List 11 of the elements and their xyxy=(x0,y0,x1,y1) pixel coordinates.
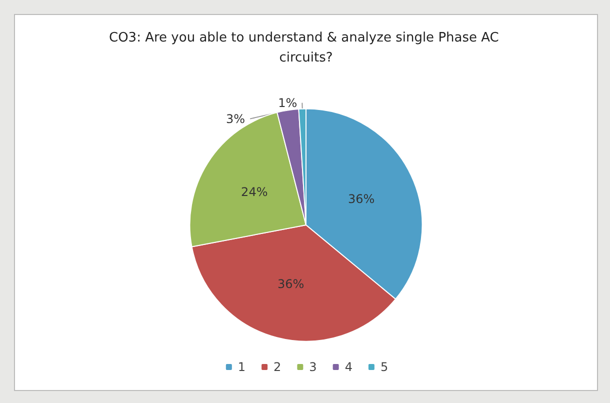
data-label: 1% xyxy=(278,96,298,110)
chart-title: CO3: Are you able to understand & analyze single Phase AC circuits? xyxy=(108,30,504,66)
legend-label: 5 xyxy=(380,360,388,374)
data-label: 36% xyxy=(277,277,304,292)
data-label: 24% xyxy=(241,185,268,200)
legend-label: 3 xyxy=(309,360,317,374)
data-label: 3% xyxy=(226,112,246,126)
data-label: 36% xyxy=(348,192,375,206)
legend-label: 1 xyxy=(238,360,246,374)
legend-label: 2 xyxy=(274,360,282,374)
legend-label: 4 xyxy=(344,360,352,374)
